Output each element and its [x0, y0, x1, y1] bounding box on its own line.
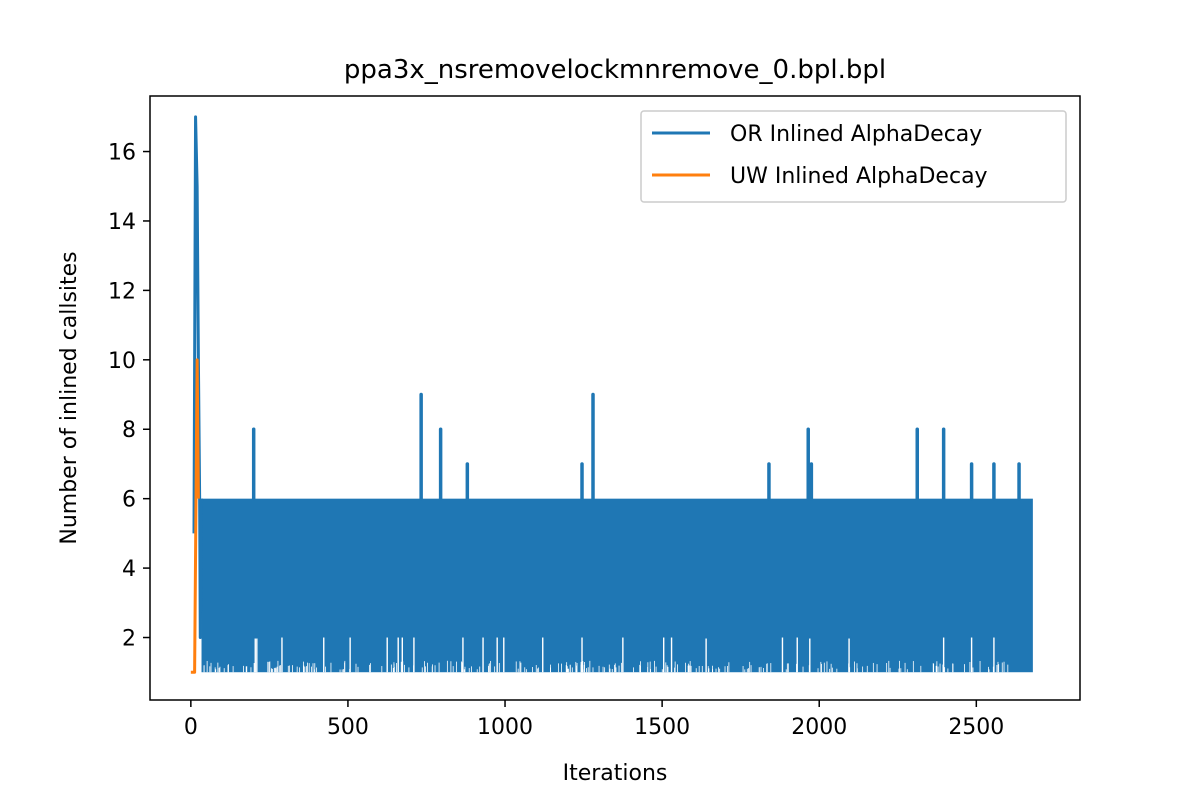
x-tick-label: 1000 [477, 715, 533, 740]
plot-area [190, 115, 1033, 674]
y-tick-label: 14 [108, 210, 136, 235]
x-tick-label: 1500 [634, 715, 690, 740]
legend: OR Inlined AlphaDecay UW Inlined AlphaDe… [640, 110, 1067, 203]
x-axis: 0 500 1000 1500 2000 2500 [184, 700, 1004, 740]
legend-box [640, 110, 1067, 203]
x-tick-label: 0 [184, 715, 198, 740]
series-or-band [201, 498, 1033, 673]
series-uw-line [190, 358, 200, 674]
y-tick-label: 8 [122, 418, 136, 443]
chart-title: ppa3x_nsremovelockmnremove_0.bpl.bpl [344, 55, 886, 85]
legend-label-uw: UW Inlined AlphaDecay [730, 164, 988, 189]
y-tick-label: 12 [108, 279, 136, 304]
x-axis-title: Iterations [563, 761, 668, 786]
x-tick-label: 500 [327, 715, 369, 740]
y-tick-label: 16 [108, 141, 136, 166]
axes-frame [149, 95, 1081, 701]
y-tick-label: 4 [122, 557, 136, 582]
y-tick-label: 2 [122, 627, 136, 652]
y-axis-title: Number of inlined callsites [57, 251, 82, 544]
x-tick-label: 2000 [791, 715, 847, 740]
y-axis: 2 4 6 8 10 12 14 16 [108, 141, 150, 652]
x-tick-label: 2500 [948, 715, 1004, 740]
legend-label-or: OR Inlined AlphaDecay [730, 122, 982, 147]
y-tick-label: 6 [122, 488, 136, 513]
y-tick-label: 10 [108, 349, 136, 374]
